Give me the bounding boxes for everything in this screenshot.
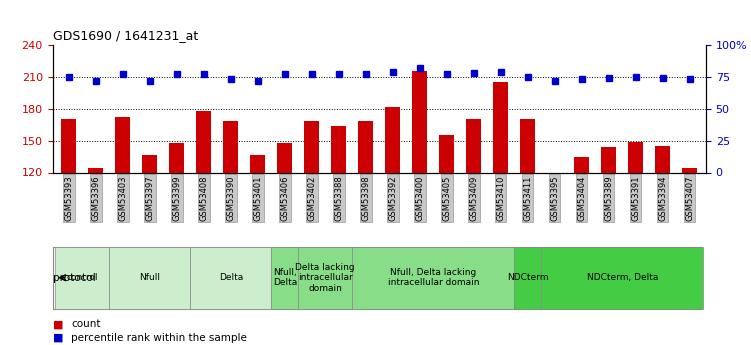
Bar — [656, 146, 670, 172]
Text: NDCterm, Delta: NDCterm, Delta — [587, 273, 658, 282]
FancyBboxPatch shape — [352, 247, 514, 309]
Text: Nfull, Delta lacking
intracellular domain: Nfull, Delta lacking intracellular domai… — [388, 268, 479, 287]
Bar — [116, 117, 130, 172]
FancyBboxPatch shape — [56, 247, 109, 309]
Bar — [439, 135, 454, 172]
Text: control: control — [67, 273, 98, 282]
FancyBboxPatch shape — [298, 247, 352, 309]
Text: percentile rank within the sample: percentile rank within the sample — [71, 333, 247, 343]
Bar — [331, 126, 346, 172]
Bar — [143, 156, 157, 172]
Bar — [62, 119, 76, 172]
Bar — [683, 168, 697, 172]
Text: GDS1690 / 1641231_at: GDS1690 / 1641231_at — [53, 29, 198, 42]
Bar — [385, 107, 400, 172]
Bar — [277, 143, 292, 172]
FancyBboxPatch shape — [109, 247, 190, 309]
Text: Delta lacking
intracellular
domain: Delta lacking intracellular domain — [295, 263, 355, 293]
FancyBboxPatch shape — [541, 247, 703, 309]
Bar — [466, 119, 481, 172]
Text: Delta: Delta — [219, 273, 243, 282]
FancyBboxPatch shape — [271, 247, 298, 309]
Text: Nfull: Nfull — [139, 273, 160, 282]
Bar — [629, 142, 643, 172]
Text: Nfull,
Delta: Nfull, Delta — [273, 268, 297, 287]
Bar — [304, 121, 319, 172]
FancyBboxPatch shape — [514, 247, 541, 309]
Text: count: count — [71, 319, 101, 329]
Bar — [196, 111, 211, 172]
Bar — [169, 143, 184, 172]
Bar — [89, 168, 103, 172]
Bar — [520, 119, 535, 172]
Bar — [358, 121, 373, 172]
Bar — [575, 157, 590, 172]
Text: protocol: protocol — [53, 273, 95, 283]
Bar — [493, 82, 508, 172]
FancyBboxPatch shape — [190, 247, 271, 309]
Bar — [602, 147, 616, 172]
Bar — [250, 156, 265, 172]
Text: ■: ■ — [53, 333, 63, 343]
Text: NDCterm: NDCterm — [507, 273, 548, 282]
Text: ■: ■ — [53, 319, 63, 329]
Bar — [223, 121, 238, 172]
Bar — [412, 71, 427, 172]
